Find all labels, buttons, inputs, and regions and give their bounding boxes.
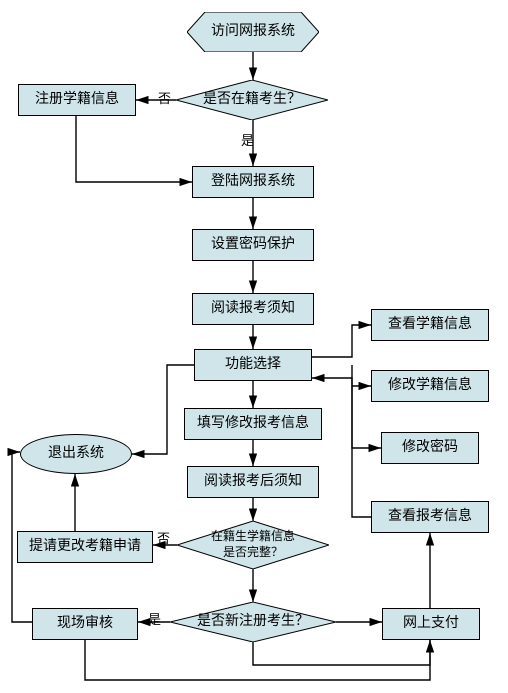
- node-exit-label: 退出系统: [48, 445, 104, 463]
- edge-label-yes1: 是: [148, 609, 161, 628]
- edge-label-no2: 否: [157, 528, 170, 547]
- node-new-decision: 是否新注册考生？: [170, 602, 336, 642]
- node-onsite-label: 现场审核: [57, 615, 113, 633]
- node-login-label: 登陆网报系统: [211, 173, 295, 191]
- node-modstu-label: 修改学籍信息: [388, 377, 472, 395]
- node-func-label: 功能选择: [225, 356, 281, 374]
- node-mod-password: 修改密码: [381, 432, 479, 464]
- node-changeapp-label: 提请更改考籍申请: [29, 538, 141, 556]
- node-notice-label: 阅读报考须知: [211, 300, 295, 318]
- edge-label-no1: 否: [158, 88, 171, 107]
- node-new-label: 是否新注册考生？: [197, 613, 309, 631]
- node-start-label: 访问网报系统: [211, 23, 295, 41]
- node-pay: 网上支付: [382, 608, 480, 640]
- node-view-application: 查看报考信息: [371, 501, 489, 533]
- node-register: 注册学籍信息: [18, 84, 136, 116]
- node-notice: 阅读报考须知: [192, 293, 314, 325]
- node-complete-decision: 在籍生学籍信息 是否完整？: [177, 521, 329, 569]
- node-change-application: 提请更改考籍申请: [17, 531, 153, 563]
- node-function-select: 功能选择: [194, 349, 312, 381]
- node-onsite-review: 现场审核: [32, 608, 138, 640]
- node-fill-label: 填写修改报考信息: [197, 415, 309, 433]
- node-postnotice-label: 阅读报考后须知: [204, 473, 302, 491]
- node-register-label: 注册学籍信息: [35, 91, 119, 109]
- node-setpw-label: 设置密码保护: [211, 236, 295, 254]
- node-login: 登陆网报系统: [192, 166, 314, 198]
- node-enrolled-decision: 是否在籍考生？: [176, 80, 328, 120]
- node-post-notice: 阅读报考后须知: [187, 466, 319, 498]
- node-start: 访问网报系统: [187, 12, 319, 52]
- node-view-student: 查看学籍信息: [371, 309, 489, 341]
- node-fill-info: 填写修改报考信息: [184, 408, 322, 440]
- edge-label-yes2: 是: [241, 130, 254, 149]
- node-set-password: 设置密码保护: [192, 229, 314, 261]
- node-exit: 退出系统: [20, 434, 132, 474]
- node-complete-label: 在籍生学籍信息 是否完整？: [211, 529, 295, 560]
- node-modpw-label: 修改密码: [402, 439, 458, 457]
- node-mod-student: 修改学籍信息: [371, 370, 489, 402]
- node-viewstu-label: 查看学籍信息: [388, 316, 472, 334]
- node-viewapp-label: 查看报考信息: [388, 508, 472, 526]
- node-enrolled-label: 是否在籍考生？: [203, 91, 301, 109]
- node-pay-label: 网上支付: [403, 615, 459, 633]
